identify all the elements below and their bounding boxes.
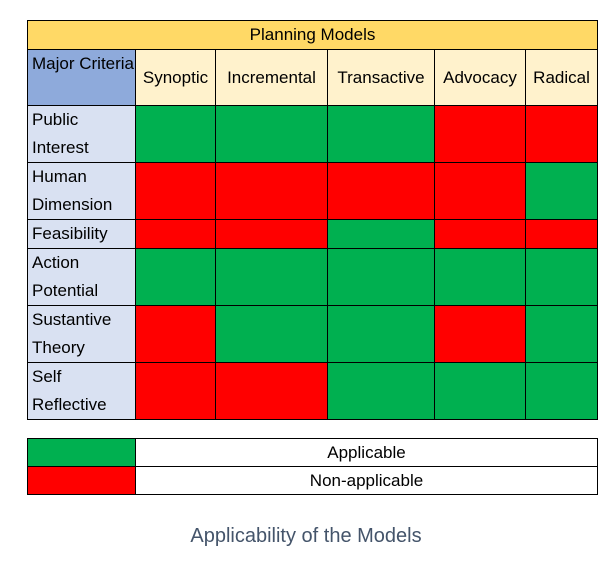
criterion-row: Self Reflective: [27, 362, 599, 420]
matrix-title: Planning Models: [26, 20, 599, 50]
cell-applicable: [327, 105, 435, 163]
legend-swatch-non-applicable: [27, 466, 136, 495]
criterion-row: Action Potential: [27, 248, 599, 306]
model-header: Radical: [524, 49, 599, 106]
cell-non-applicable: [215, 219, 328, 249]
cell-non-applicable: [434, 105, 526, 163]
cell-applicable: [434, 248, 526, 306]
legend-swatch-applicable: [27, 438, 136, 467]
cell-applicable: [135, 105, 216, 163]
cell-applicable: [327, 248, 435, 306]
cell-non-applicable: [135, 219, 216, 249]
cell-applicable: [215, 248, 328, 306]
cell-non-applicable: [434, 162, 526, 220]
cell-applicable: [215, 105, 328, 163]
legend-label-applicable: Applicable: [135, 438, 598, 467]
figure-caption: Applicability of the Models: [190, 525, 422, 547]
criterion-row: Sustantive Theory: [27, 305, 599, 363]
criterion-label: Action Potential: [27, 248, 136, 306]
cell-non-applicable: [524, 219, 599, 249]
model-header: Transactive: [327, 49, 435, 106]
cell-applicable: [327, 305, 435, 363]
criterion-label: Feasibility: [27, 219, 136, 249]
cell-non-applicable: [215, 362, 328, 420]
cell-applicable: [524, 248, 599, 306]
criterion-label: Sustantive Theory: [27, 305, 136, 363]
cell-non-applicable: [524, 105, 599, 163]
model-header: Advocacy: [434, 49, 526, 106]
criterion-row: Human Dimension: [27, 162, 599, 220]
title-row: Planning Models: [26, 20, 599, 50]
cell-non-applicable: [434, 305, 526, 363]
cell-applicable: [434, 362, 526, 420]
corner-label: Major Criteria: [27, 49, 136, 106]
header-row: Major Criteria Synoptic Incremental Tran…: [27, 49, 599, 106]
cell-non-applicable: [434, 219, 526, 249]
cell-applicable: [524, 305, 599, 363]
criteria-body: Public Interest Human Dimension Feasibilit…: [27, 105, 599, 420]
cell-applicable: [327, 362, 435, 420]
cell-non-applicable: [135, 362, 216, 420]
legend-row-non-applicable: Non-applicable: [27, 466, 598, 495]
model-header: Synoptic: [135, 49, 216, 106]
applicability-matrix: Planning Models Major Criteria Synoptic …: [26, 20, 599, 420]
criterion-row: Public Interest: [27, 105, 599, 163]
cell-non-applicable: [135, 162, 216, 220]
cell-non-applicable: [135, 305, 216, 363]
criterion-row: Feasibility: [27, 219, 599, 249]
legend-row-applicable: Applicable: [27, 438, 598, 467]
cell-applicable: [524, 162, 599, 220]
criterion-label: Public Interest: [27, 105, 136, 163]
cell-applicable: [327, 219, 435, 249]
legend-label-non-applicable: Non-applicable: [135, 466, 598, 495]
model-header: Incremental: [215, 49, 328, 106]
criterion-label: Human Dimension: [27, 162, 136, 220]
cell-applicable: [215, 305, 328, 363]
cell-non-applicable: [215, 162, 328, 220]
cell-applicable: [524, 362, 599, 420]
cell-non-applicable: [327, 162, 435, 220]
cell-applicable: [135, 248, 216, 306]
legend: Applicable Non-applicable: [27, 438, 598, 495]
criterion-label: Self Reflective: [27, 362, 136, 420]
